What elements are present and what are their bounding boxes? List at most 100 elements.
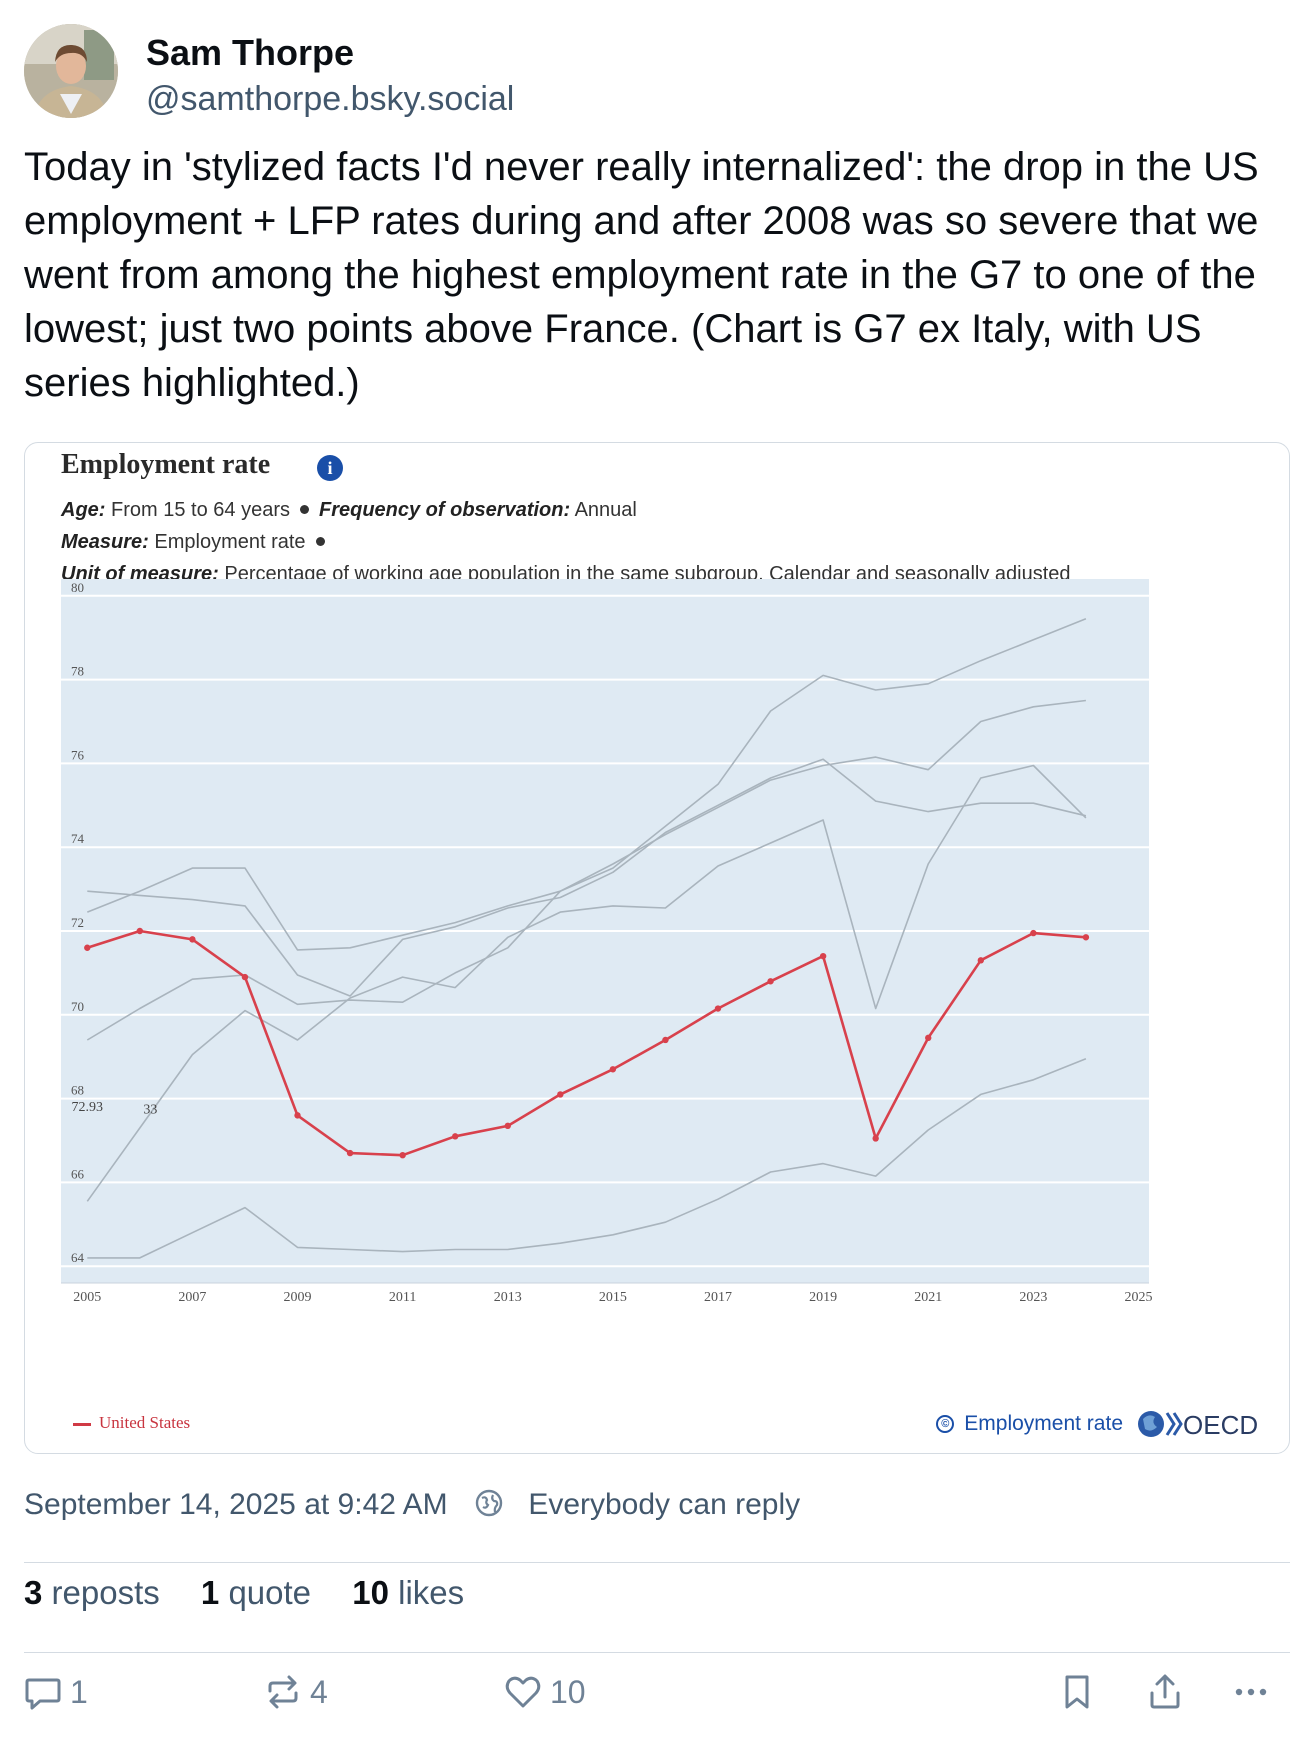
chart-meta-row-1: Age: From 15 to 64 years Frequency of obs…: [61, 499, 637, 522]
measure-label: Measure:: [61, 531, 149, 553]
timestamp-row: September 14, 2025 at 9:42 AM Everybody …: [24, 1488, 800, 1522]
likes-label: likes: [398, 1574, 465, 1611]
x-tick-label-2007: 2007: [178, 1290, 206, 1305]
us-point-2019: [819, 952, 827, 960]
post-text: Today in 'stylized facts I'd never reall…: [24, 145, 1259, 405]
y-tick-label-74: 74: [71, 831, 85, 846]
share-button[interactable]: [1144, 1668, 1186, 1716]
quotes-stat[interactable]: 1 quote: [201, 1574, 311, 1611]
series-line-series-a: [87, 618, 1087, 951]
us-point-2016: [662, 1036, 669, 1044]
stray-label-2: 33: [143, 1102, 157, 1117]
avatar-image: [24, 24, 118, 118]
reply-icon: [25, 1678, 61, 1710]
y-tick-label-68: 68: [71, 1083, 84, 1098]
x-tick-label-2005: 2005: [73, 1290, 101, 1305]
x-tick-label-2011: 2011: [389, 1290, 416, 1305]
us-point-2018: [767, 978, 774, 985]
quotes-label: quote: [228, 1574, 312, 1611]
reply-count: 1: [70, 1673, 88, 1710]
us-point-2017: [714, 1005, 722, 1012]
reposts-label: reposts: [51, 1574, 160, 1611]
action-bar: 1 4 10: [0, 1668, 1314, 1728]
us-point-2011: [399, 1151, 406, 1159]
post-header: Sam Thorpe @samthorpe.bsky.social: [24, 24, 1284, 124]
stray-label-1: 72.93: [72, 1100, 104, 1115]
x-tick-label-2025: 2025: [1124, 1290, 1152, 1305]
reply-setting: Everybody can reply: [528, 1488, 801, 1521]
series-line-series-b: [87, 758, 1087, 997]
oecd-logo: OECD: [1137, 1405, 1265, 1443]
share-icon: [1150, 1674, 1180, 1709]
repost-count: 4: [310, 1673, 328, 1710]
legend-united-states: United States: [73, 1413, 190, 1433]
author-handle[interactable]: @samthorpe.bsky.social: [146, 80, 515, 118]
age-value: From 15 to 64 years: [111, 499, 290, 521]
post-timestamp[interactable]: September 14, 2025 at 9:42 AM: [24, 1488, 448, 1521]
copyright-icon: ©: [936, 1415, 955, 1434]
legend-us-swatch: [73, 1422, 91, 1426]
us-point-2014: [557, 1091, 564, 1098]
x-tick-label-2019: 2019: [809, 1290, 837, 1305]
x-tick-label-2015: 2015: [599, 1290, 627, 1305]
engagement-stats: 3 reposts 1 quote 10 likes: [24, 1574, 496, 1612]
info-icon: i: [317, 455, 343, 481]
series-line-series-c: [86, 699, 1086, 1041]
chart-source[interactable]: © Employment rate: [936, 1412, 1123, 1436]
likes-count: 10: [352, 1574, 389, 1611]
oecd-label: OECD: [1183, 1410, 1258, 1440]
us-point-2020: [872, 1135, 879, 1142]
measure-value: Employment rate: [154, 531, 306, 553]
us-point-2013: [504, 1122, 511, 1130]
globe-icon: [475, 1489, 503, 1517]
avatar[interactable]: [24, 24, 118, 118]
us-point-2010: [346, 1149, 354, 1157]
x-tick-label-2017: 2017: [704, 1290, 732, 1305]
bookmark-button[interactable]: [1056, 1668, 1098, 1716]
us-point-2005: [84, 944, 91, 951]
us-point-2024: [1082, 934, 1090, 941]
y-tick-label-80: 80: [71, 580, 84, 595]
likes-stat[interactable]: 10 likes: [352, 1574, 464, 1611]
us-point-2012: [452, 1133, 459, 1140]
series-line-series-d: [86, 764, 1087, 1202]
quotes-count: 1: [200, 1574, 220, 1611]
y-tick-label-78: 78: [71, 664, 84, 679]
us-point-2021: [925, 1034, 932, 1042]
more-options-button[interactable]: [1230, 1668, 1272, 1716]
chart-title: Employment rate: [61, 449, 271, 480]
us-point-2007: [189, 936, 196, 943]
embedded-chart-image[interactable]: Employment rate i Age: From 15 to 64 yea…: [24, 442, 1290, 1454]
reposts-count: 3: [24, 1574, 43, 1611]
y-tick-label-76: 76: [71, 747, 85, 762]
x-tick-label-2021: 2021: [914, 1290, 942, 1305]
like-button[interactable]: 10: [502, 1668, 586, 1716]
like-count: 10: [550, 1673, 586, 1710]
legend-us-label: United States: [99, 1413, 191, 1432]
y-tick-label-70: 70: [71, 999, 84, 1014]
us-point-2023: [1030, 929, 1037, 937]
x-tick-label-2013: 2013: [494, 1290, 522, 1305]
frequency-value: Annual: [574, 499, 637, 521]
repost-icon: [268, 1675, 298, 1709]
heart-icon: [505, 1676, 541, 1708]
divider-bottom: [24, 1652, 1290, 1653]
reposts-stat[interactable]: 3 reposts: [24, 1574, 160, 1611]
us-point-2008: [241, 973, 249, 981]
us-point-2006: [136, 927, 144, 935]
series-line-united-states: [86, 929, 1087, 1157]
y-tick-label-72: 72: [71, 915, 84, 930]
chart-meta-row-2: Measure: Employment rate: [61, 531, 335, 554]
y-tick-label-66: 66: [71, 1166, 85, 1181]
repost-button[interactable]: 4: [262, 1668, 328, 1716]
bookmark-icon: [1065, 1675, 1089, 1709]
us-point-2009: [294, 1112, 301, 1119]
x-tick-label-2023: 2023: [1019, 1290, 1047, 1305]
frequency-label: Frequency of observation:: [318, 499, 571, 521]
us-point-2022: [977, 957, 985, 964]
reply-button[interactable]: 1: [22, 1668, 88, 1716]
author-name[interactable]: Sam Thorpe: [146, 32, 355, 73]
us-point-2015: [609, 1066, 617, 1073]
divider-top: [24, 1562, 1290, 1563]
source-label: Employment rate: [964, 1412, 1123, 1435]
